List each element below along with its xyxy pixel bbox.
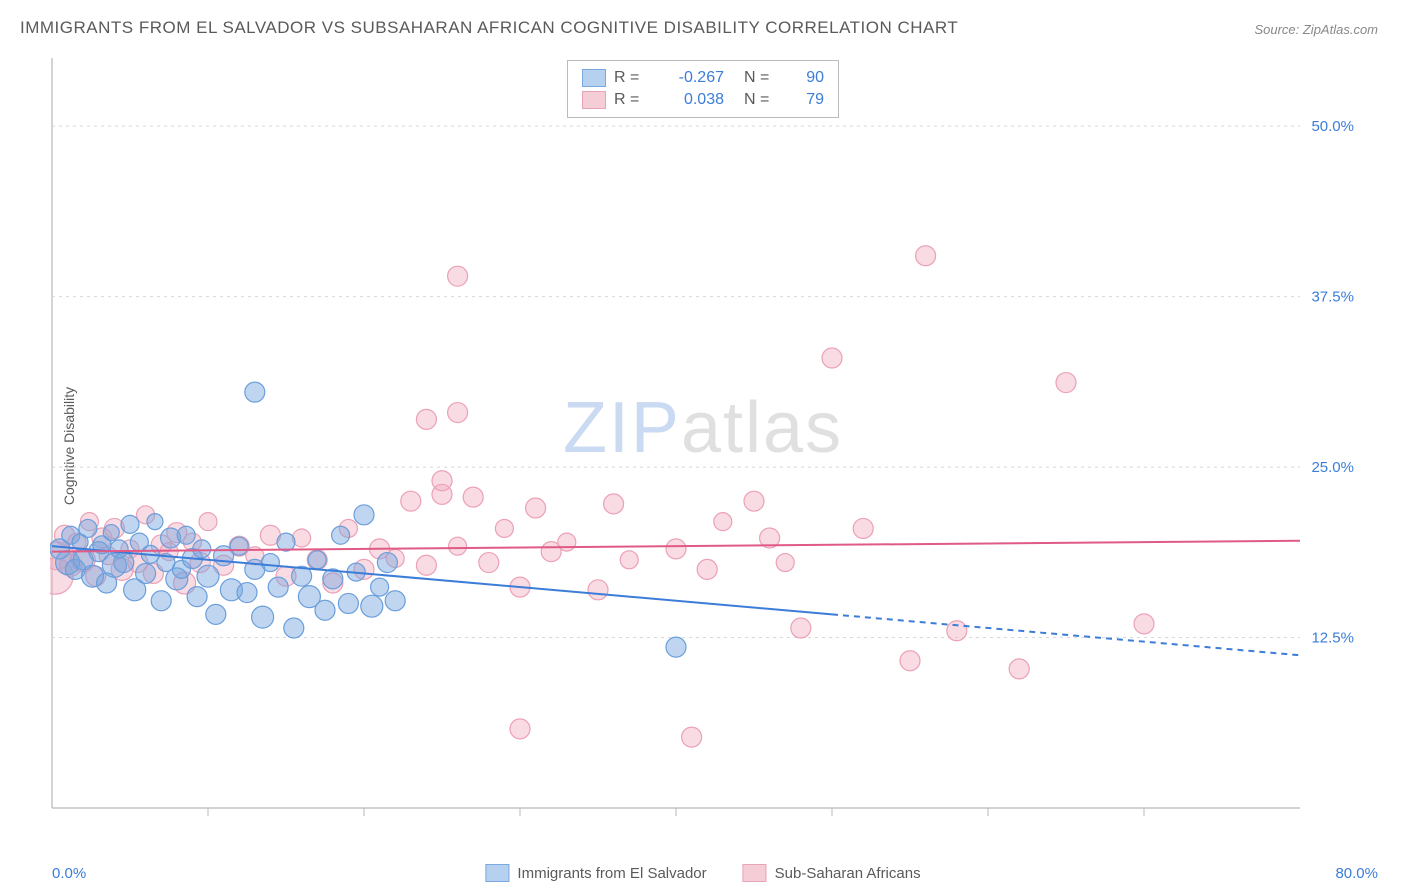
svg-text:37.5%: 37.5% xyxy=(1311,289,1354,306)
x-axis-max: 80.0% xyxy=(1335,865,1378,882)
correlation-legend: R = -0.267 N = 90 R = 0.038 N = 79 xyxy=(567,60,839,118)
chart-container: IMMIGRANTS FROM EL SALVADOR VS SUBSAHARA… xyxy=(0,0,1406,892)
x-axis-min: 0.0% xyxy=(52,865,86,882)
svg-text:12.5%: 12.5% xyxy=(1311,630,1354,647)
legend-item-2: Sub-Saharan Africans xyxy=(743,864,921,882)
source-attribution: Source: ZipAtlas.com xyxy=(1254,22,1378,37)
series-legend: Immigrants from El Salvador Sub-Saharan … xyxy=(485,864,920,882)
scatter-plot: 12.5% 25.0% 37.5% 50.0% xyxy=(50,56,1360,836)
legend-row-series-1: R = -0.267 N = 90 xyxy=(582,67,824,89)
swatch-series-2 xyxy=(582,91,606,109)
svg-text:25.0%: 25.0% xyxy=(1311,459,1354,476)
svg-text:50.0%: 50.0% xyxy=(1311,118,1354,135)
chart-title: IMMIGRANTS FROM EL SALVADOR VS SUBSAHARA… xyxy=(20,18,958,38)
legend-item-1: Immigrants from El Salvador xyxy=(485,864,706,882)
swatch-series-1 xyxy=(582,69,606,87)
legend-row-series-2: R = 0.038 N = 79 xyxy=(582,89,824,111)
